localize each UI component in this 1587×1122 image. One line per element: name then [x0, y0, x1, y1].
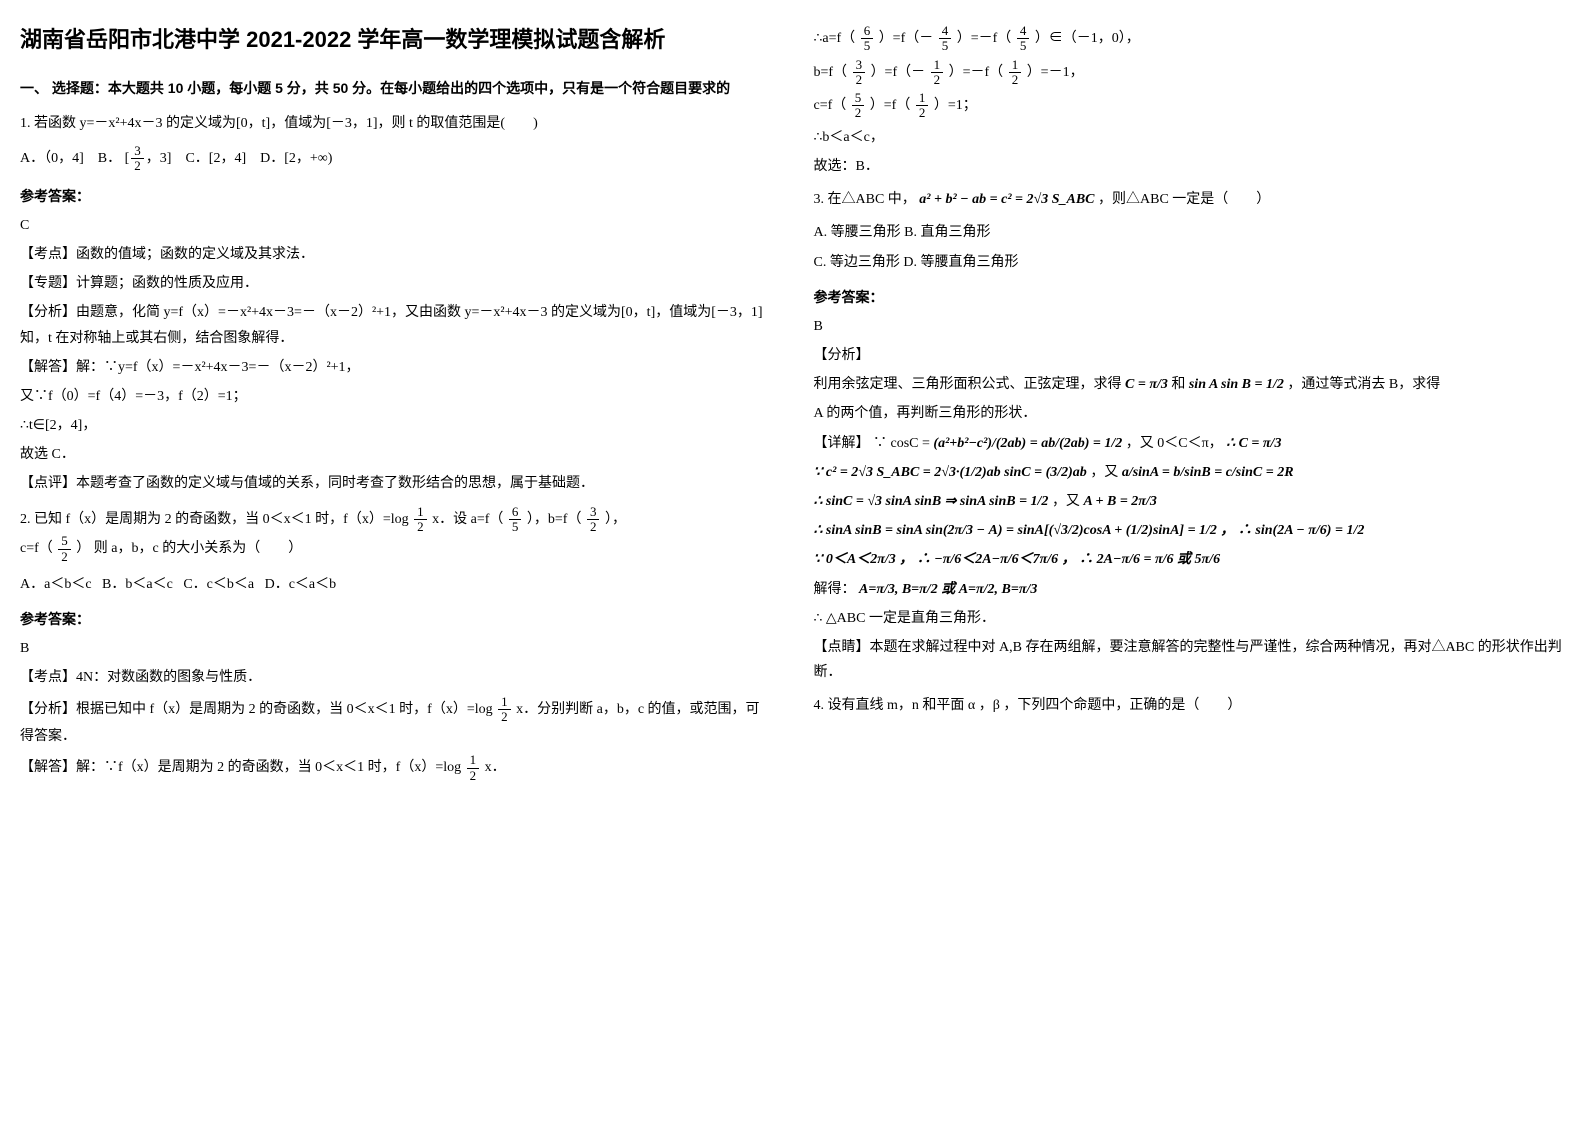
rcol-line1: ∴a=f（ 65 ）=f（－ 45 ）=－f（ 45 ）∈（－1，0）， — [814, 24, 1568, 54]
q1-choice-c: C．[2，4] — [185, 151, 246, 166]
q1-stem: 1. 若函数 y=－x²+4x－3 的定义域为[0，t]，值域为[－3，1]，则… — [20, 111, 774, 136]
q1-choice-b-frac: 32 — [131, 144, 144, 174]
section-1-title: 一、 选择题：本大题共 10 小题，每小题 5 分，共 50 分。在每小题给出的… — [20, 76, 774, 101]
q3-stem-pre: 3. 在△ABC 中， — [814, 192, 916, 207]
q3-answer-label: 参考答案： — [814, 285, 1568, 310]
q1-jieda4: 故选 C． — [20, 442, 774, 467]
q3-xiang2: ∵ c² = 2√3 S_ABC = 2√3·(1/2)ab sinC = (3… — [814, 460, 1568, 485]
q2-kaodian: 【考点】4N：对数函数的图象与性质． — [20, 665, 774, 690]
rcol-line4: ∴b＜a＜c， — [814, 125, 1568, 150]
q3-xiang6: 解得： A=π/3, B=π/2 或 A=π/2, B=π/3 — [814, 577, 1568, 602]
q1-choice-b-prefix: B． — [98, 151, 121, 166]
q3-xiang7: ∴ △ABC 一定是直角三角形． — [814, 606, 1568, 631]
doc-title: 湖南省岳阳市北港中学 2021-2022 学年高一数学理模拟试题含解析 — [20, 20, 774, 60]
q1-dianping: 【点评】本题考查了函数的定义域与值域的关系，同时考查了数形结合的思想，属于基础题… — [20, 471, 774, 496]
q2-stem-pre: 2. 已知 f（x）是周期为 2 的奇函数，当 0＜x＜1 时，f（x）=log — [20, 512, 409, 527]
q2-frac2: 65 — [509, 505, 522, 535]
q1-choice-d: D．[2，+∞) — [260, 151, 332, 166]
q2-answer-letter: B — [20, 636, 774, 661]
q2-frac3: 32 — [587, 505, 600, 535]
q3-fenxi-line2: A 的两个值，再判断三角形的形状． — [814, 401, 1568, 426]
q2-stem-line2-pre: c=f（ — [20, 541, 53, 556]
q2-jieda-frac: 12 — [467, 753, 480, 783]
q2-choice-d: D．c＜a＜b — [265, 577, 337, 592]
q1-zhuanti: 【专题】计算题；函数的性质及应用． — [20, 271, 774, 296]
rcol-line2: b=f（ 32 ）=f（－ 12 ）=－f（ 12 ）=－1， — [814, 58, 1568, 88]
q1-jieda2: 又∵f（0）=f（4）=－3，f（2）=1； — [20, 384, 774, 409]
q1-fenxi: 【分析】由题意，化简 y=f（x）=－x²+4x－3=－（x－2）²+1，又由函… — [20, 300, 774, 350]
q2-frac1: 12 — [414, 505, 427, 535]
left-column: 湖南省岳阳市北港中学 2021-2022 学年高一数学理模拟试题含解析 一、 选… — [20, 20, 774, 787]
q1-jieda3: ∴t∈[2，4]， — [20, 413, 774, 438]
q3-fenxi-label: 【分析】 — [814, 343, 1568, 368]
q2-choice-a: A．a＜b＜c — [20, 577, 92, 592]
q1-choice-a: A．（0，4] — [20, 151, 84, 166]
q2-stem-mid2: ），b=f（ — [527, 512, 582, 527]
q2-choices: A．a＜b＜c B．b＜a＜c C．c＜b＜a D．c＜a＜b — [20, 572, 774, 597]
q3-answer-letter: B — [814, 314, 1568, 339]
q2-stem-mid1: x．设 a=f（ — [432, 512, 503, 527]
q3-formula: a² + b² − ab = c² = 2√3 S_ABC — [919, 192, 1094, 207]
q2-fenxi: 【分析】根据已知中 f（x）是周期为 2 的奇函数，当 0＜x＜1 时，f（x）… — [20, 695, 774, 750]
q1-kaodian: 【考点】函数的值域；函数的定义域及其求法． — [20, 242, 774, 267]
question-1: 1. 若函数 y=－x²+4x－3 的定义域为[0，t]，值域为[－3，1]，则… — [20, 111, 774, 136]
q3-dianjing: 【点睛】本题在求解过程中对 A,B 存在两组解，要注意解答的完整性与严谨性，综合… — [814, 635, 1568, 685]
question-3: 3. 在△ABC 中， a² + b² − ab = c² = 2√3 S_AB… — [814, 187, 1568, 212]
q3-stem-post: ，则△ABC 一定是（ ） — [1098, 192, 1270, 207]
q2-jieda: 【解答】解：∵f（x）是周期为 2 的奇函数，当 0＜x＜1 时，f（x）=lo… — [20, 753, 774, 783]
q1-answer-label: 参考答案： — [20, 184, 774, 209]
q3-xiang4: ∴ sinA sinB = sinA sin(2π/3 − A) = sinA[… — [814, 518, 1568, 543]
q2-fenxi-frac: 12 — [498, 695, 511, 725]
q2-choice-c: C．c＜b＜a — [183, 577, 254, 592]
q3-fenxi: 利用余弦定理、三角形面积公式、正弦定理，求得 C = π/3 和 sin A s… — [814, 372, 1568, 397]
q3-xiang1: 【详解】 ∵ cosC = (a²+b²−c²)/(2ab) = ab/(2ab… — [814, 431, 1568, 456]
rcol-line3: c=f（ 52 ）=f（ 12 ）=1； — [814, 91, 1568, 121]
q3-xiang3: ∴ sinC = √3 sinA sinB ⇒ sinA sinB = 1/2 … — [814, 489, 1568, 514]
q3-choices-cd: C. 等边三角形 D. 等腰直角三角形 — [814, 250, 1568, 275]
q1-choices: A．（0，4] B． [32，3] C．[2，4] D．[2，+∞) — [20, 144, 774, 174]
q2-answer-label: 参考答案： — [20, 607, 774, 632]
q1-choice-b-rest: ，3] — [146, 151, 172, 166]
question-2: 2. 已知 f（x）是周期为 2 的奇函数，当 0＜x＜1 时，f（x）=log… — [20, 505, 774, 564]
right-column: ∴a=f（ 65 ）=f（－ 45 ）=－f（ 45 ）∈（－1，0）， b=f… — [814, 20, 1568, 787]
q3-choices-ab: A. 等腰三角形 B. 直角三角形 — [814, 220, 1568, 245]
q1-jieda1: 【解答】解：∵y=f（x）=－x²+4x－3=－（x－2）²+1， — [20, 355, 774, 380]
rcol-line5: 故选：B． — [814, 154, 1568, 179]
q1-answer-letter: C — [20, 213, 774, 238]
q1-choice-b-bracket: [ — [125, 151, 130, 166]
q2-choice-b: B．b＜a＜c — [102, 577, 173, 592]
q3-xiang5: ∵ 0＜A＜2π/3 ， ∴ −π/6＜2A−π/6＜7π/6 ， ∴ 2A−π… — [814, 547, 1568, 572]
question-4: 4. 设有直线 m，n 和平面 α ，β ，下列四个命题中，正确的是（ ） — [814, 693, 1568, 718]
q2-stem-line2-post: ） 则 a，b，c 的大小关系为（ ） — [76, 541, 302, 556]
q2-stem-mid3: ）， — [605, 512, 626, 527]
q2-frac4: 52 — [58, 534, 71, 564]
